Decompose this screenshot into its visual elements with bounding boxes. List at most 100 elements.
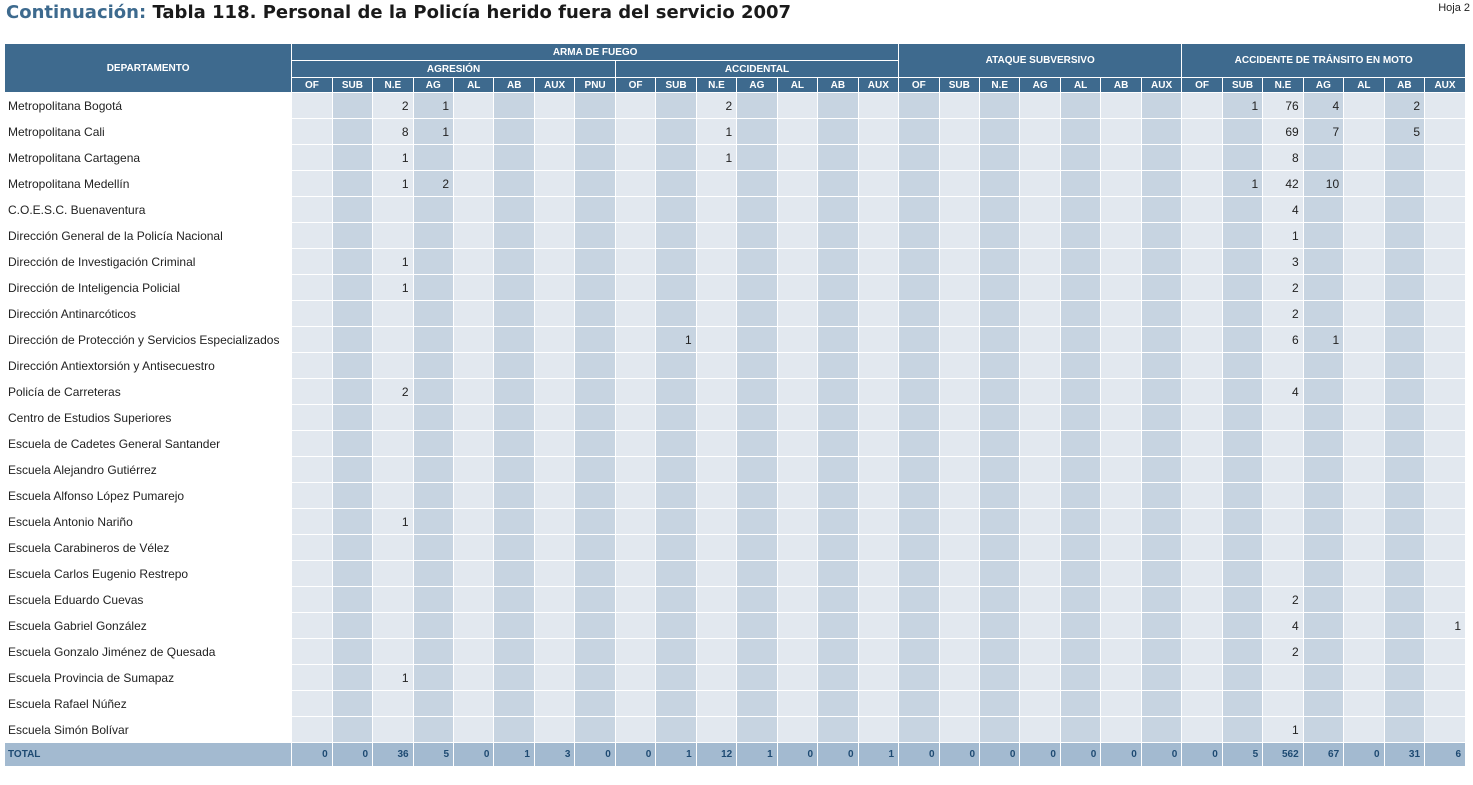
table-cell [614, 144, 657, 171]
table-cell [1181, 92, 1223, 119]
table-cell [1383, 482, 1426, 509]
table-cell: 69 [1262, 118, 1304, 145]
table-cell [1302, 456, 1345, 483]
table-cell [1019, 716, 1061, 743]
table-cell [776, 196, 819, 223]
table-cell [695, 456, 738, 483]
table-cell [453, 170, 495, 197]
department-name: Dirección Antinarcóticos [3, 300, 293, 327]
table-cell [736, 586, 778, 613]
table-cell [938, 638, 981, 665]
table-cell [857, 716, 900, 743]
table-cell [817, 300, 859, 327]
table-cell [655, 196, 697, 223]
table-cell [533, 690, 576, 717]
table-cell [978, 300, 1021, 327]
table-cell [1140, 456, 1183, 483]
table-cell [1424, 92, 1466, 119]
table-cell [1424, 352, 1466, 379]
table-cell [1262, 482, 1304, 509]
table-cell [493, 534, 535, 561]
table-cell [817, 508, 859, 535]
table-cell [1181, 274, 1223, 301]
table-cell [898, 170, 940, 197]
table-cell [614, 196, 657, 223]
table-cell [978, 274, 1021, 301]
table-cell [938, 274, 981, 301]
table-cell [1221, 222, 1264, 249]
table-cell: 2 [1262, 274, 1304, 301]
table-cell [614, 274, 657, 301]
table-cell [1059, 456, 1102, 483]
table-cell [736, 274, 778, 301]
table-cell [857, 638, 900, 665]
table-cell [857, 482, 900, 509]
table-cell [1059, 664, 1102, 691]
table-cell [736, 196, 778, 223]
table-cell [533, 248, 576, 275]
table-cell: 0 [776, 742, 819, 767]
table-cell [1302, 716, 1345, 743]
table-cell [493, 144, 535, 171]
table-cell [655, 430, 697, 457]
table-cell [331, 560, 374, 587]
table-cell [1181, 560, 1223, 587]
table-cell [1343, 170, 1385, 197]
table-cell [453, 716, 495, 743]
table-cell [1383, 534, 1426, 561]
table-row: Escuela Eduardo Cuevas 2 [3, 586, 1466, 613]
table-cell [412, 612, 455, 639]
table-cell [533, 586, 576, 613]
column-header: AG [1302, 77, 1345, 93]
table-cell [412, 352, 455, 379]
table-cell [574, 716, 616, 743]
table-cell [1302, 690, 1345, 717]
data-table: DEPARTAMENTO ARMA DE FUEGO ATAQUE SUBVER… [3, 43, 1466, 767]
table-cell [574, 612, 616, 639]
table-cell: 1 [695, 144, 738, 171]
table-cell [614, 612, 657, 639]
department-name: Dirección Antiextorsión y Antisecuestro [3, 352, 293, 379]
table-cell [1019, 586, 1061, 613]
table-cell [1383, 456, 1426, 483]
table-cell [938, 378, 981, 405]
table-row: Metropolitana Cartagena 1 1 8 [3, 144, 1466, 171]
column-header: PNU [574, 77, 616, 93]
table-cell [1059, 482, 1102, 509]
table-cell [978, 248, 1021, 275]
table-row: Escuela Gonzalo Jiménez de Quesada 2 [3, 638, 1466, 665]
table-cell [1221, 690, 1264, 717]
table-cell [736, 664, 778, 691]
department-name: Escuela Antonio Nariño [3, 508, 293, 535]
column-header: AUX [533, 77, 576, 93]
table-cell [412, 638, 455, 665]
table-cell: 1 [695, 118, 738, 145]
column-header: AB [493, 77, 535, 93]
table-cell [493, 92, 535, 119]
column-header: SUB [938, 77, 981, 93]
table-cell [857, 352, 900, 379]
table-cell [655, 404, 697, 431]
table-cell [898, 456, 940, 483]
table-cell [978, 92, 1021, 119]
table-row: Escuela de Cadetes General Santander [3, 430, 1466, 457]
table-cell: 1 [1221, 92, 1264, 119]
table-cell [1181, 222, 1223, 249]
table-cell: 1 [372, 508, 414, 535]
table-cell [695, 716, 738, 743]
table-row: Dirección de Protección y Servicios Espe… [3, 326, 1466, 353]
table-cell [695, 352, 738, 379]
table-cell [1181, 144, 1223, 171]
table-cell [1424, 534, 1466, 561]
table-cell [412, 534, 455, 561]
table-cell [1221, 326, 1264, 353]
table-cell [372, 638, 414, 665]
table-cell [898, 508, 940, 535]
table-cell [331, 404, 374, 431]
table-cell: 2 [412, 170, 455, 197]
table-cell [655, 586, 697, 613]
table-cell [372, 690, 414, 717]
table-cell [1383, 586, 1426, 613]
department-name: C.O.E.S.C. Buenaventura [3, 196, 293, 223]
table-cell [291, 716, 333, 743]
